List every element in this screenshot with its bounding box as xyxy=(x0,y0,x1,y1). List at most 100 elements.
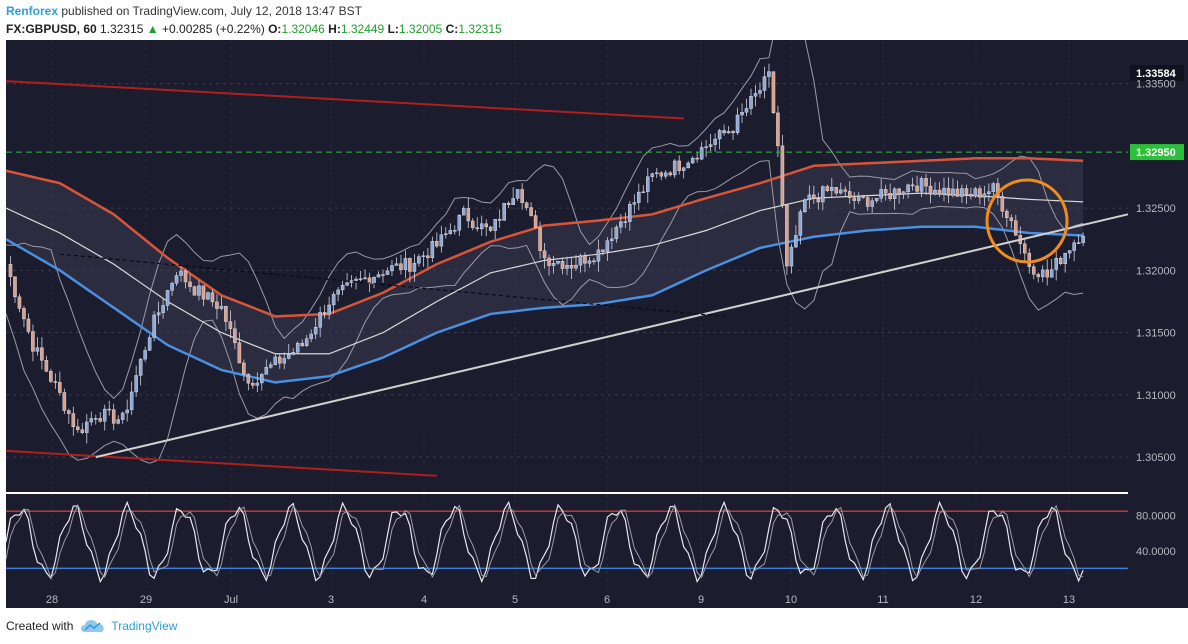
bear-candle xyxy=(277,356,282,364)
bull-candle xyxy=(219,305,224,309)
bull-candle xyxy=(740,112,744,116)
bear-candle xyxy=(812,194,816,199)
bull-candle xyxy=(336,289,340,295)
bull-candle xyxy=(749,95,753,109)
time-axis[interactable] xyxy=(6,590,1128,608)
bull-candle xyxy=(269,364,273,368)
stoch-k-line xyxy=(5,500,1084,584)
created-with-text: Created with xyxy=(6,619,74,633)
bear-candle xyxy=(978,188,982,198)
bear-candle xyxy=(22,308,26,320)
red-trendline xyxy=(5,449,437,477)
y-tick-label: 1.31000 xyxy=(1136,390,1176,402)
oscillator-pane[interactable] xyxy=(6,494,1128,590)
bull-candle xyxy=(134,375,138,393)
bull-candle xyxy=(255,382,260,386)
bull-candle xyxy=(286,354,291,359)
bull-candle xyxy=(637,191,641,203)
bull-candle xyxy=(758,90,762,94)
bear-candle xyxy=(251,382,255,386)
open-label: O: xyxy=(268,22,282,36)
bear-candle xyxy=(107,408,111,411)
bear-candle xyxy=(861,195,865,198)
bull-candle xyxy=(838,189,843,194)
osc-tick-label: 80.0000 xyxy=(1136,511,1176,523)
bollinger-upper xyxy=(5,40,1084,400)
bear-candle xyxy=(865,197,870,207)
bull-candle xyxy=(444,233,448,235)
bull-candle xyxy=(686,162,690,169)
bear-candle xyxy=(888,193,892,199)
bull-candle xyxy=(93,418,98,420)
price-levels: 1.33584 1.32950 xyxy=(6,65,1184,161)
bull-candle xyxy=(933,189,937,195)
x-tick-label: 13 xyxy=(1063,594,1075,606)
bear-candle xyxy=(1009,217,1014,221)
bull-candle xyxy=(273,356,278,365)
bull-candle xyxy=(982,193,987,198)
price-axis[interactable] xyxy=(1128,40,1188,608)
bull-candle xyxy=(125,409,129,414)
bear-candle xyxy=(210,292,215,303)
dashed-trendline xyxy=(59,253,725,318)
up-arrow-icon: ▲ xyxy=(146,22,159,36)
bear-candle xyxy=(49,371,53,382)
bull-candle xyxy=(152,314,156,338)
bear-candle xyxy=(246,373,251,384)
symbol-label: FX:GBPUSD, 60 xyxy=(6,22,97,36)
trendlines xyxy=(5,80,1129,477)
bear-candle xyxy=(183,270,188,283)
bull-candle xyxy=(991,183,996,192)
footer: Created with TradingView xyxy=(6,619,177,633)
publisher-name[interactable]: Renforex xyxy=(6,4,59,18)
bear-candle xyxy=(825,186,830,191)
open-value: 1.32046 xyxy=(281,22,325,36)
bull-candle xyxy=(421,255,426,257)
bull-candle xyxy=(327,304,331,315)
bull-candle xyxy=(502,202,506,221)
bull-candle xyxy=(973,188,978,197)
bull-candle xyxy=(879,189,883,199)
bear-candle xyxy=(542,250,547,259)
x-tick-label: 12 xyxy=(970,594,982,606)
bear-candle xyxy=(201,285,206,300)
dark-price-badge-label: 1.33584 xyxy=(1136,68,1177,80)
bear-candle xyxy=(44,360,49,372)
bear-candle xyxy=(224,305,228,322)
bull-candle xyxy=(632,202,637,205)
bear-candle xyxy=(601,249,605,252)
bull-candle xyxy=(138,358,143,376)
bear-candle xyxy=(80,429,85,433)
bear-candle xyxy=(111,409,116,424)
symbol-info: FX:GBPUSD, 60 1.32315 ▲ +0.00285 (+0.22%… xyxy=(6,22,502,36)
bear-candle xyxy=(533,215,538,229)
bear-candle xyxy=(62,392,67,411)
bear-candle xyxy=(937,189,942,195)
bull-candle xyxy=(942,187,946,195)
ma-blue-line xyxy=(5,225,1084,384)
bear-candle xyxy=(668,172,672,176)
bull-candle xyxy=(403,258,408,270)
bear-candle xyxy=(677,160,681,171)
red-trendline xyxy=(5,80,684,120)
bear-candle xyxy=(475,227,480,230)
bear-candle xyxy=(910,184,915,187)
bear-candle xyxy=(1005,210,1009,219)
tradingview-link[interactable]: TradingView xyxy=(111,619,178,633)
bull-candle xyxy=(511,198,515,205)
bear-candle xyxy=(852,197,857,201)
bear-candle xyxy=(300,342,304,347)
bull-candle xyxy=(515,189,520,199)
bull-candle xyxy=(295,342,300,353)
x-tick-label: 6 xyxy=(604,594,610,606)
bear-candle xyxy=(67,410,71,414)
bear-candle xyxy=(26,318,31,332)
bull-candle xyxy=(282,358,287,364)
high-label: H: xyxy=(328,22,341,36)
price-chart[interactable]: 1.33584 1.32950 1.33500 1.32500 1.32000 1.31… xyxy=(0,40,1188,608)
y-tick-label: 1.32000 xyxy=(1136,265,1176,277)
bull-candle xyxy=(197,285,201,296)
x-tick-label: 9 xyxy=(698,594,704,606)
bull-candle xyxy=(165,290,170,306)
bear-candle xyxy=(538,227,542,251)
